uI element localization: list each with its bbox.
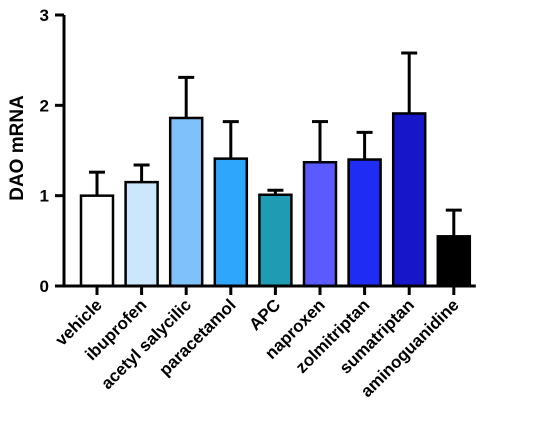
- category-label: APC: [245, 295, 284, 334]
- ticks-layer: 0 1 2 3: [40, 6, 64, 296]
- bar-ibuprofen: [124, 180, 159, 288]
- bar-zolmitriptan: [347, 158, 382, 288]
- y-tick-label: 0: [40, 277, 49, 296]
- bar-sumatriptan: [391, 112, 427, 288]
- y-tick-label: 3: [40, 6, 49, 25]
- bar-aminoguanidine: [436, 235, 472, 288]
- bars-layer: [79, 112, 472, 288]
- bar-vehicle: [79, 194, 115, 288]
- error-bars-layer: [89, 51, 462, 237]
- axes: [62, 15, 476, 288]
- bar-paracetamol: [213, 157, 249, 288]
- y-axis-title: DAO mRNA: [7, 95, 28, 201]
- y-tick-label: 1: [40, 187, 49, 206]
- bar-acetyl-salycilic: [168, 116, 204, 288]
- bar-APC: [258, 193, 293, 288]
- y-tick-label: 2: [40, 96, 49, 115]
- bar-naproxen: [302, 160, 338, 288]
